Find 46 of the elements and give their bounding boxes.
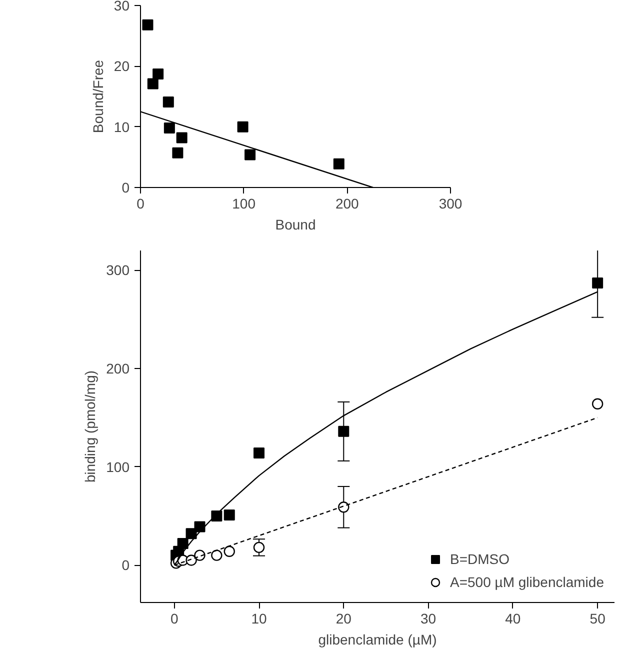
x-tick-label: 0 (136, 196, 145, 212)
x-axis-title: glibenclamide (µM) (318, 632, 437, 648)
y-tick-label: 100 (106, 458, 130, 475)
x-axis-title: Bound (275, 216, 316, 232)
point (237, 121, 248, 132)
point (253, 542, 265, 554)
point (194, 521, 206, 532)
x-tick-label: 30 (420, 610, 436, 626)
point (172, 147, 184, 158)
point (176, 132, 188, 144)
point (244, 149, 256, 160)
point (254, 448, 264, 459)
y-tick-label: 0 (122, 180, 130, 196)
point (147, 78, 158, 90)
point (333, 158, 344, 170)
point (211, 550, 222, 561)
point (338, 502, 350, 513)
point (224, 546, 235, 557)
x-tick-label: 200 (335, 196, 360, 212)
y-tick-label: 200 (106, 360, 130, 376)
point (338, 426, 350, 437)
legend-label: B=DMSO (450, 551, 510, 567)
y-tick-label: 20 (114, 58, 130, 74)
y-tick-label: 300 (106, 262, 130, 278)
x-tick-label: 50 (590, 610, 606, 626)
x-tick-label: 0 (170, 610, 178, 626)
x-tick-label: 20 (336, 610, 352, 626)
point (194, 550, 206, 561)
x-tick-label: 10 (251, 610, 267, 626)
x-tick-label: 300 (438, 196, 462, 212)
point (177, 538, 188, 550)
point (152, 68, 164, 80)
point (592, 277, 604, 288)
x-tick-label: 40 (505, 610, 521, 626)
y-axis-title: binding (pmol/mg) (82, 370, 98, 483)
point (224, 509, 235, 520)
point (592, 398, 604, 410)
y-tick-label: 30 (114, 0, 130, 14)
y-tick-label: 10 (114, 118, 130, 135)
x-tick-label: 100 (232, 196, 256, 212)
point (164, 122, 175, 134)
point (142, 19, 154, 30)
y-tick-label: 0 (122, 557, 130, 574)
y-axis-title: Bound/Free (90, 60, 106, 134)
legend-label: A=500 µM glibenclamide (450, 574, 604, 590)
point (162, 96, 174, 108)
